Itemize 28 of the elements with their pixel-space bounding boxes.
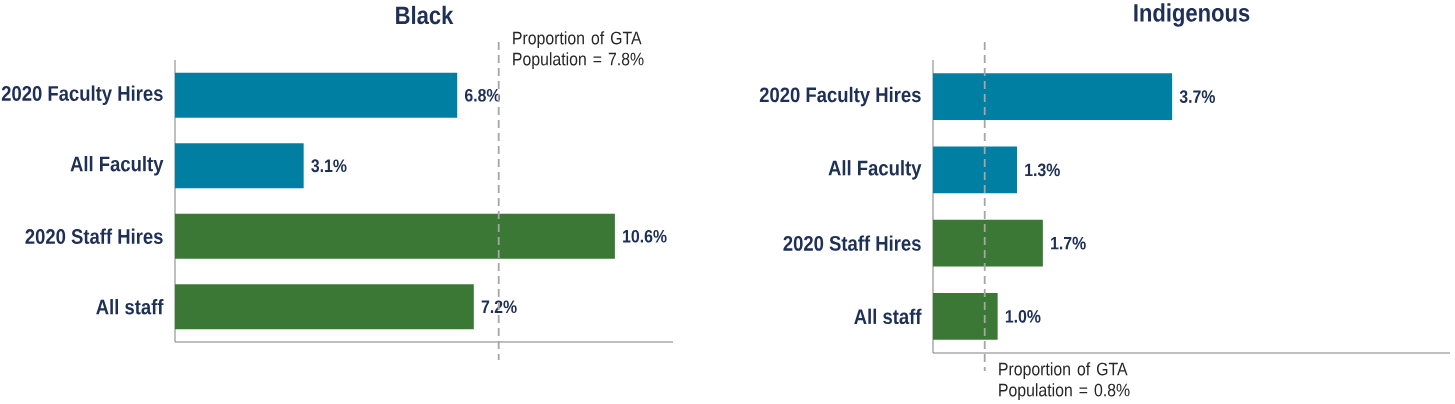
data-label: 3.1%	[311, 159, 347, 173]
bar	[933, 219, 1043, 267]
y-tick-label: 2020 Staff Hires	[783, 235, 921, 251]
data-label: 7.2%	[481, 300, 517, 314]
chart-title: Black	[396, 5, 454, 25]
y-tick-label: 2020 Faculty Hires	[759, 86, 921, 107]
data-label: 1.7%	[1051, 236, 1086, 250]
data-label: 1.3%	[1025, 163, 1060, 177]
y-tick-label: All Faculty	[70, 155, 164, 176]
y-tick-label: 2020 Faculty Hires	[1, 85, 163, 106]
data-label: 1.0%	[1005, 310, 1041, 323]
data-label: 10.6%	[623, 229, 667, 243]
y-tick-label: All staff	[854, 308, 922, 325]
bar	[175, 143, 304, 189]
chart-title: Indigenous	[1134, 3, 1250, 27]
data-label: 6.8%	[464, 88, 501, 102]
bar	[175, 213, 615, 259]
ref-line-label: Proportion of GTA Population = 7.8%	[513, 31, 644, 69]
bar	[933, 73, 1173, 121]
bar	[933, 146, 1018, 194]
data-label: 3.7%	[1179, 90, 1216, 104]
y-tick-label: All staff	[96, 299, 164, 315]
bar	[175, 284, 474, 330]
bar	[175, 72, 458, 118]
ref-line-label: Proportion of GTA Population = 0.8%	[999, 362, 1130, 400]
y-tick-label: All Faculty	[828, 160, 922, 180]
bar	[933, 292, 998, 340]
y-tick-label: 2020 Staff Hires	[25, 228, 163, 244]
